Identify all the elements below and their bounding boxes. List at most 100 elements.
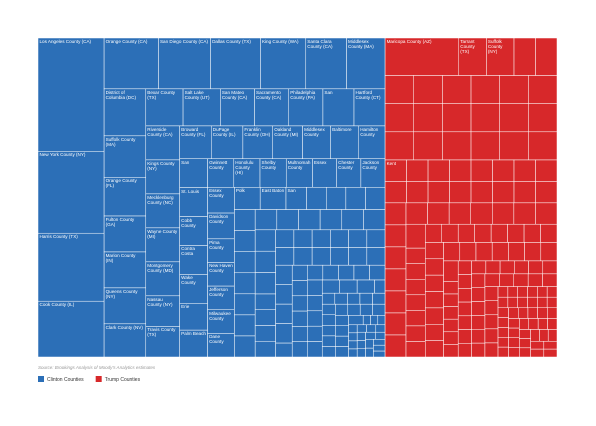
county-cell bbox=[458, 37, 487, 76]
county-cell bbox=[513, 202, 536, 225]
county-cell bbox=[519, 329, 531, 339]
county-label: Dallas County (TX) bbox=[212, 39, 251, 44]
county-label: San bbox=[324, 89, 333, 95]
county-cell bbox=[348, 332, 358, 342]
county-label: St. Louis bbox=[181, 188, 200, 194]
county-label: Montgomery County (MD) bbox=[147, 262, 174, 273]
county-cell bbox=[334, 292, 348, 305]
county-cell bbox=[508, 327, 520, 338]
county-cell bbox=[384, 103, 414, 133]
county-cell bbox=[470, 75, 500, 104]
county-label: Suffolk County (MA) bbox=[105, 136, 136, 147]
county-cell bbox=[519, 347, 531, 358]
county-cell bbox=[427, 202, 450, 225]
county-label: Philadelphia County (PA) bbox=[290, 89, 316, 100]
county-cell bbox=[347, 292, 361, 305]
county-cell bbox=[492, 181, 515, 204]
county-cell bbox=[413, 75, 443, 104]
county-cell bbox=[413, 131, 443, 161]
county-cell bbox=[518, 307, 529, 319]
county-label: San Mateo County (CA) bbox=[221, 89, 248, 100]
cell-label-box: San Diego County (CA) bbox=[160, 39, 208, 44]
county-cell bbox=[330, 229, 349, 248]
county-cell bbox=[507, 296, 518, 309]
county-cell bbox=[530, 341, 545, 350]
county-label: Wayne County (MI) bbox=[147, 228, 178, 239]
cell-label-box: Kent bbox=[386, 160, 397, 166]
cell-label-box: Jackson County bbox=[362, 160, 379, 170]
county-cell bbox=[335, 315, 349, 326]
cell-label-box: Chester County bbox=[338, 160, 354, 170]
county-label: Kent bbox=[386, 160, 397, 166]
cell-label-box: Dallas County (TX) bbox=[212, 39, 251, 44]
county-cell bbox=[470, 202, 493, 225]
county-cell bbox=[491, 242, 509, 262]
cell-label-box: San bbox=[181, 160, 189, 165]
cell-label-box: Clark County (NV) bbox=[106, 325, 143, 330]
county-cell bbox=[405, 279, 426, 296]
county-cell bbox=[306, 187, 327, 210]
county-label: Dane County bbox=[209, 334, 224, 345]
county-cell bbox=[356, 348, 366, 358]
county-cell bbox=[497, 296, 509, 309]
county-label: Orange County (FL) bbox=[105, 178, 137, 189]
county-label: Sacramento County (CA) bbox=[256, 89, 282, 100]
cell-label-box: Travis County (TX) bbox=[147, 327, 175, 337]
county-cell bbox=[547, 307, 558, 319]
county-label: Cook County (IL) bbox=[39, 302, 75, 308]
county-cell bbox=[470, 103, 500, 133]
county-cell bbox=[373, 344, 386, 352]
county-cell bbox=[362, 315, 371, 326]
county-cell bbox=[358, 125, 386, 159]
cell-label-box: Oakland County (MI) bbox=[274, 127, 298, 137]
cell-label-box: Erie bbox=[181, 304, 189, 309]
county-label: San bbox=[287, 188, 296, 194]
county-cell bbox=[457, 274, 472, 289]
county-cell bbox=[307, 325, 323, 342]
county-label: Wake County bbox=[181, 275, 196, 286]
county-cell bbox=[373, 350, 386, 358]
county-cell bbox=[405, 341, 426, 358]
cell-label-box: Multnomah County bbox=[288, 160, 311, 170]
county-cell bbox=[259, 158, 287, 188]
county-cell bbox=[527, 307, 538, 319]
county-cell bbox=[405, 202, 428, 225]
county-cell bbox=[519, 338, 531, 349]
county-cell bbox=[311, 229, 331, 248]
county-cell bbox=[321, 279, 340, 294]
county-cell bbox=[375, 331, 386, 340]
county-cell bbox=[484, 273, 500, 287]
county-cell bbox=[425, 223, 442, 243]
county-cell bbox=[513, 159, 536, 182]
cell-label-box: Contra Costa bbox=[181, 246, 195, 256]
county-cell bbox=[442, 131, 472, 161]
county-cell bbox=[425, 242, 444, 260]
cell-label-box: Philadelphia County (PA) bbox=[290, 89, 316, 100]
county-cell bbox=[234, 272, 256, 295]
cell-label-box: District of Columbia (DC) bbox=[106, 90, 136, 100]
county-cell bbox=[499, 103, 529, 133]
county-cell bbox=[497, 337, 509, 348]
county-cell bbox=[443, 344, 459, 358]
county-cell bbox=[442, 75, 472, 104]
county-cell bbox=[449, 181, 472, 204]
county-cell bbox=[470, 181, 493, 204]
county-cell bbox=[384, 75, 414, 104]
cell-label-box: Wayne County (MI) bbox=[147, 228, 178, 239]
county-cell bbox=[457, 315, 472, 330]
county-cell bbox=[293, 229, 313, 248]
county-cell bbox=[497, 317, 509, 328]
county-cell bbox=[457, 260, 472, 275]
county-label: New York County (NY) bbox=[39, 152, 86, 158]
cell-label-box: King County (WA) bbox=[262, 39, 299, 44]
county-cell bbox=[366, 247, 386, 266]
county-cell bbox=[307, 279, 323, 296]
county-cell bbox=[535, 202, 558, 225]
county-cell bbox=[474, 223, 492, 243]
county-cell bbox=[405, 263, 426, 280]
county-label: Polk bbox=[235, 188, 245, 194]
county-cell bbox=[530, 329, 540, 342]
cell-label-box: Cobb County bbox=[181, 218, 196, 228]
county-cell bbox=[298, 209, 321, 231]
county-cell bbox=[471, 329, 486, 344]
